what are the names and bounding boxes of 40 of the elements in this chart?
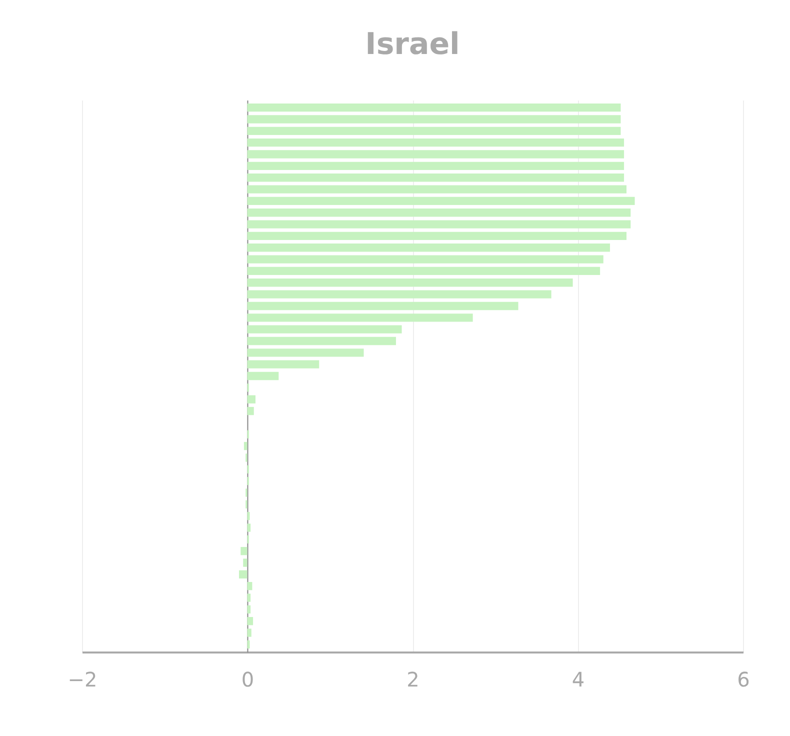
bar: [247, 290, 552, 298]
chart-title: Israel: [365, 27, 460, 62]
bar: [247, 185, 626, 194]
x-tick-label: 4: [572, 668, 585, 692]
bar: [247, 325, 402, 334]
bar: [247, 208, 631, 217]
bar: [247, 104, 621, 112]
bar: [247, 616, 254, 626]
bar: [247, 174, 624, 182]
bar: [247, 314, 473, 322]
x-tick-label: 0: [241, 668, 254, 692]
x-tick-label: 6: [737, 668, 750, 692]
bar: [247, 395, 256, 404]
bar: [238, 570, 248, 578]
bar: [247, 266, 600, 276]
bar: [247, 406, 254, 416]
bar: [247, 244, 610, 252]
bar: [247, 232, 626, 240]
bar: [247, 255, 604, 264]
x-tick-label: 2: [406, 668, 420, 692]
x-tick-label: −2: [68, 668, 98, 692]
bar: [247, 138, 624, 147]
bar: [247, 628, 252, 637]
bar: [247, 524, 251, 532]
bar: [247, 278, 573, 287]
bar: [247, 220, 631, 228]
bar: [240, 546, 248, 556]
bar: [247, 336, 396, 346]
bar: [247, 162, 624, 170]
bar: [247, 360, 320, 368]
bar: [247, 594, 251, 602]
bar: [247, 196, 635, 206]
bar: [247, 348, 364, 357]
bar: [247, 150, 624, 158]
bar: [247, 372, 279, 380]
bar: [247, 126, 621, 136]
bar: [244, 442, 248, 450]
bar: [247, 302, 518, 310]
bar: [247, 115, 621, 124]
bar: [243, 558, 248, 567]
